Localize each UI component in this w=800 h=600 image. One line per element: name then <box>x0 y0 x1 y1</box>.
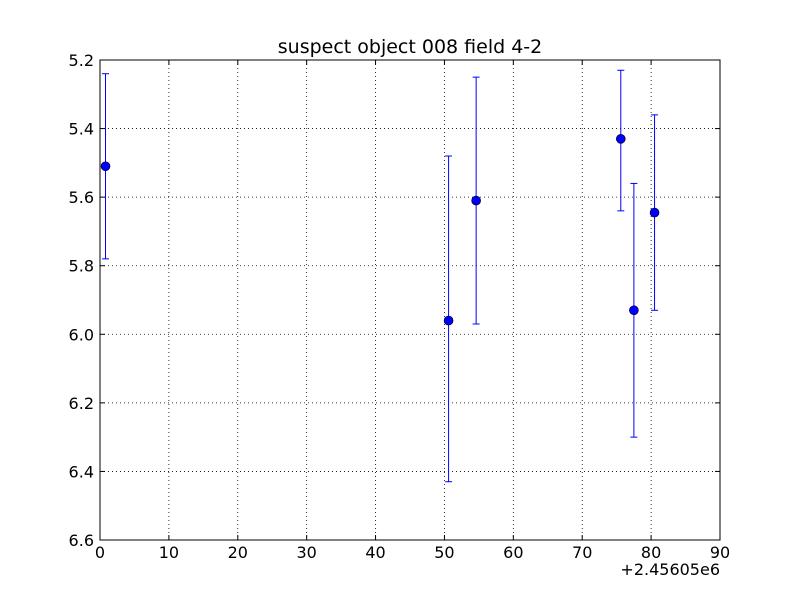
data-point <box>471 195 481 206</box>
y-tick-label: 5.4 <box>69 120 94 139</box>
y-tick-label: 5.6 <box>69 188 94 207</box>
y-tick-label: 6.2 <box>69 394 94 413</box>
x-tick-label: 80 <box>641 543 661 562</box>
y-tick-label: 6.6 <box>69 531 94 550</box>
tick-layer: 0 10 20 30 40 50 60 70 80 90 5.2 5.4 5.6 5.8 6.0 6.2 6.4… <box>69 51 731 562</box>
x-tick-label: 70 <box>572 543 592 562</box>
y-tick-label: 6.4 <box>69 462 94 481</box>
data-point <box>615 134 626 144</box>
y-tick-label: 5.8 <box>69 257 94 276</box>
y-tick-label: 6.0 <box>69 325 94 344</box>
data-point <box>649 207 660 218</box>
data-point <box>443 315 454 326</box>
grid-layer <box>100 60 720 540</box>
x-tick-label: 0 <box>95 543 105 562</box>
x-tick-label: 60 <box>503 543 523 562</box>
chart-title: suspect object 008 field 4-2 <box>278 36 543 58</box>
x-tick-label: 10 <box>159 543 179 562</box>
x-tick-label: 40 <box>365 543 385 562</box>
errorbar-layer <box>102 69 659 483</box>
x-tick-label: 90 <box>710 543 730 562</box>
x-axis-offset-label: +2.45605e6 <box>620 560 720 579</box>
data-point <box>629 305 639 316</box>
data-point <box>100 161 111 172</box>
y-tick-label: 5.2 <box>69 51 94 70</box>
point-layer <box>100 134 660 326</box>
plot-frame <box>99 59 721 541</box>
x-tick-label: 30 <box>296 543 316 562</box>
x-tick-label: 50 <box>434 543 454 562</box>
x-tick-label: 20 <box>228 543 248 562</box>
